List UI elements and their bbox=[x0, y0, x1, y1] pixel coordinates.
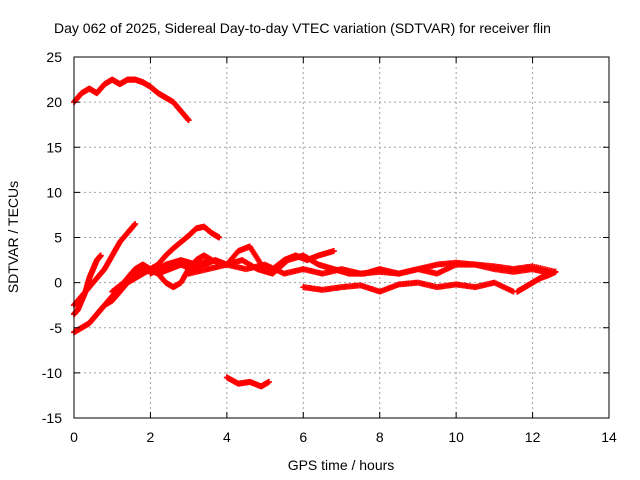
x-tick-label: 10 bbox=[448, 429, 464, 445]
series-arc-c bbox=[71, 252, 104, 318]
series-arc-j bbox=[300, 279, 517, 295]
x-tick-label: 4 bbox=[223, 429, 231, 445]
x-tick-label: 14 bbox=[601, 429, 617, 445]
y-tick-label: -15 bbox=[42, 410, 62, 426]
data-point bbox=[216, 234, 223, 241]
series-arc-k bbox=[514, 268, 559, 295]
y-tick-label: -5 bbox=[50, 320, 63, 336]
series-arc-a bbox=[71, 76, 192, 124]
data-point bbox=[552, 268, 559, 275]
y-tick-label: 15 bbox=[46, 139, 62, 155]
x-tick-label: 2 bbox=[147, 429, 155, 445]
x-tick-label: 8 bbox=[376, 429, 384, 445]
x-tick-label: 6 bbox=[299, 429, 307, 445]
data-point bbox=[330, 248, 337, 255]
grid bbox=[74, 57, 609, 418]
y-tick-label: 10 bbox=[46, 184, 62, 200]
y-tick-label: 5 bbox=[54, 230, 62, 246]
y-tick-label: 0 bbox=[54, 275, 62, 291]
y-tick-label: 20 bbox=[46, 94, 62, 110]
data-point bbox=[132, 220, 139, 227]
axis-ticks: 0 2 4 6 8 10 12 14 -15 -10 -5 0 5 10 15 20 25 bbox=[42, 49, 617, 445]
y-tick-label: 25 bbox=[46, 49, 62, 65]
data-point bbox=[185, 117, 192, 124]
data-point bbox=[265, 378, 272, 385]
series-arc-b bbox=[223, 374, 272, 390]
data-point bbox=[97, 252, 104, 259]
plot-data bbox=[71, 76, 559, 390]
x-tick-label: 12 bbox=[525, 429, 541, 445]
series-arc-d bbox=[71, 220, 139, 309]
y-axis-label: SDTVAR / TECUs bbox=[5, 181, 21, 293]
series-arc-i bbox=[185, 259, 559, 277]
chart-title: Day 062 of 2025, Sidereal Day-to-day VTE… bbox=[54, 20, 551, 36]
x-axis-label: GPS time / hours bbox=[288, 457, 395, 473]
y-tick-label: -10 bbox=[42, 365, 62, 381]
x-tick-label: 0 bbox=[70, 429, 78, 445]
